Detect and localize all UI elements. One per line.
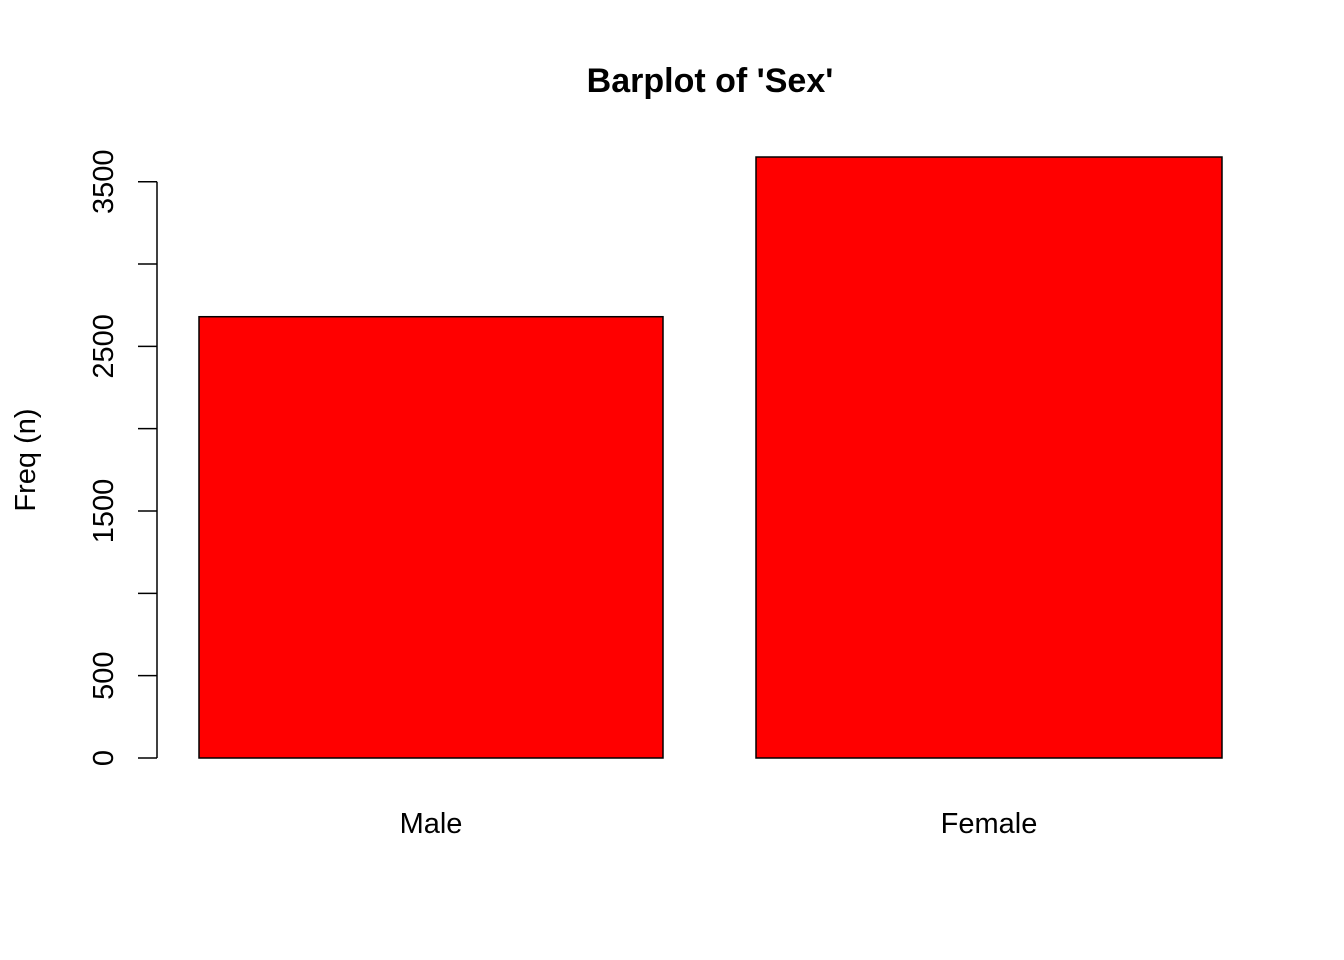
y-tick-label: 2500 <box>88 314 120 379</box>
category-label: Male <box>400 808 463 840</box>
y-axis-title: Freq (n) <box>10 408 42 511</box>
y-tick-label: 3500 <box>88 149 120 214</box>
y-axis: 0 500 1500 2500 3500 <box>88 149 158 766</box>
y-tick-label: 0 <box>88 750 120 766</box>
y-tick-label: 500 <box>88 651 120 699</box>
y-tick-label: 1500 <box>88 479 120 544</box>
bars-group <box>198 156 1223 759</box>
chart-title: Barplot of 'Sex' <box>587 62 834 100</box>
bar-female <box>755 156 1223 759</box>
category-label: Female <box>941 808 1038 840</box>
bar-male <box>198 315 664 759</box>
category-labels: Male Female <box>400 808 1038 840</box>
